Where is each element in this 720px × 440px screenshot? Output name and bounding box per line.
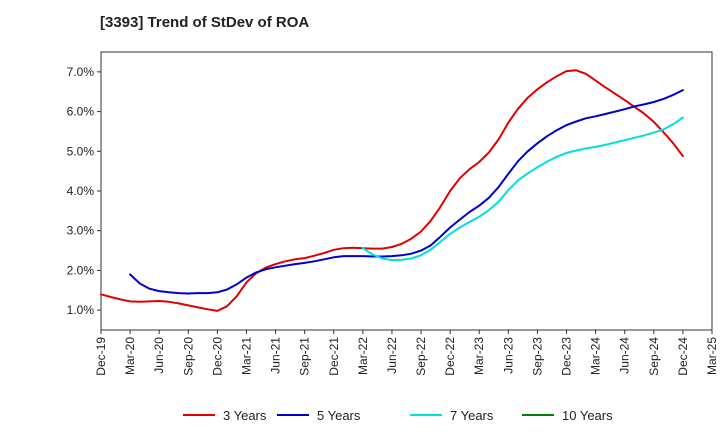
plot-frame [100, 51, 713, 331]
y-tick-label: 5.0% [67, 144, 95, 158]
x-tick-label: Dec-23 [560, 337, 574, 376]
series-line-3-years [100, 69, 684, 312]
x-tick-label: Mar-20 [123, 337, 137, 375]
x-tick-label: Sep-21 [298, 337, 312, 376]
x-tick-label: Jun-23 [501, 337, 515, 374]
x-tick-label: Dec-20 [210, 337, 224, 376]
legend: 3 Years 5 Years 7 Years 10 Years [183, 408, 613, 423]
x-tick-label: Jun-20 [152, 337, 166, 374]
x-tick-label: Jun-24 [618, 337, 632, 374]
y-tick-label: 4.0% [67, 184, 95, 198]
x-tick-label: Jun-21 [269, 337, 283, 374]
legend-label-3-years: 3 Years [223, 408, 267, 423]
y-tick-label: 2.0% [67, 263, 95, 277]
x-tick-label: Sep-20 [181, 337, 195, 376]
legend-label-7-years: 7 Years [450, 408, 494, 423]
x-tick-label: Sep-24 [647, 337, 661, 376]
x-tick-label: Dec-19 [94, 337, 108, 376]
x-tick-label: Jun-22 [385, 337, 399, 374]
x-tick-label: Dec-24 [676, 337, 690, 376]
y-tick-label: 3.0% [67, 224, 95, 238]
x-tick-label: Dec-22 [443, 337, 457, 376]
x-tick-label: Mar-22 [356, 337, 370, 375]
chart-title: [3393] Trend of StDev of ROA [100, 14, 310, 31]
x-tick-label: Mar-23 [472, 337, 486, 375]
x-tick-label: Sep-23 [530, 337, 544, 376]
series-line-7-years [361, 116, 684, 262]
series-lines [100, 69, 684, 312]
series-line-5-years [129, 89, 684, 295]
x-tick-label: Dec-21 [327, 337, 341, 376]
legend-label-5-years: 5 Years [317, 408, 361, 423]
x-tick-label: Mar-25 [705, 337, 719, 375]
y-tick-label: 6.0% [67, 105, 95, 119]
x-tick-label: Mar-24 [589, 337, 603, 375]
x-tick-label: Mar-21 [239, 337, 253, 375]
x-tick-label: Sep-22 [414, 337, 428, 376]
axes: 1.0% 2.0% 3.0% 4.0% 5.0% 6.0% 7.0% Dec-19 Mar-20… [67, 51, 719, 376]
legend-label-10-years: 10 Years [562, 408, 613, 423]
y-tick-label: 7.0% [67, 65, 95, 79]
y-tick-label: 1.0% [67, 303, 95, 317]
